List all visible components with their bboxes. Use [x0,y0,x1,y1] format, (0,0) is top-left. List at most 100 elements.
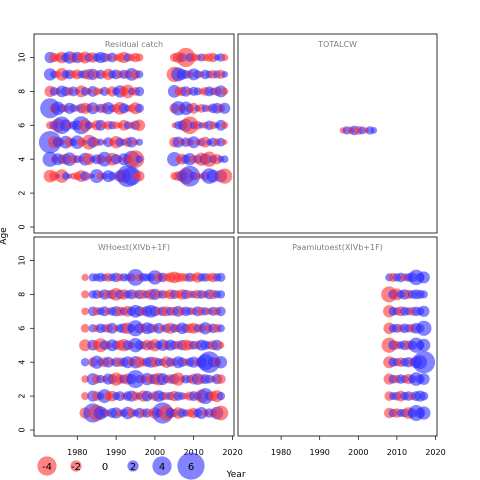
legend-item: -2 [70,460,82,473]
residual-bubble [61,172,70,180]
residual-bubble [194,172,201,180]
residual-bubble [97,138,105,146]
legend-label: 6 [188,462,194,473]
y-tick-label: 0 [18,427,27,432]
residual-bubble [80,358,90,367]
residual-bubble [412,351,436,374]
x-tick-label: 1990 [106,448,126,457]
residual-bubble [81,375,89,383]
y-axis-label: Age [0,227,9,245]
y-tick-label: 6 [18,326,27,331]
residual-bubble [221,121,229,129]
residual-bubble [135,155,144,163]
residual-bubble [81,392,90,401]
legend-bubble [37,456,57,476]
residual-bubble [221,139,228,145]
y-tick-label: 10 [18,255,27,265]
x-tick-label: 2010 [387,448,407,457]
legend-label: -2 [71,462,81,473]
residual-bubble [216,272,226,282]
y-tick-label: 4 [18,157,27,162]
x-tick-label: 2000 [348,448,368,457]
residual-bubble [135,70,144,79]
panel-title: Residual catch [105,40,163,49]
residual-bubble [219,102,231,114]
residual-bubble [135,53,144,62]
y-tick-label: 8 [18,89,27,94]
panel-1: Residual catch [33,33,235,234]
residual-bubble [181,116,199,135]
panel-frame [33,33,235,234]
residual-bubble [221,53,229,62]
x-axis-label: Year [225,470,245,480]
residual-bubble [79,339,92,352]
residual-bubble [221,71,229,78]
residual-bubble [418,305,430,317]
legend-bubble [127,460,139,472]
x-tick-label: 2020 [222,448,242,457]
residual-bubble [134,86,145,97]
residual-bubble [216,391,226,401]
legend-label: 2 [130,462,136,473]
legend-item: 2 [127,460,139,473]
residual-bubble [213,405,229,421]
legend-bubble [177,452,205,480]
y-tick-label: 2 [18,394,27,399]
residual-bubble [133,119,146,132]
residual-bubble [134,103,144,113]
y-tick-label: 6 [18,123,27,128]
residual-bubble [417,338,431,352]
residual-bubble [216,374,226,384]
residual-bubble [417,271,430,284]
y-tick-label: 0 [18,224,27,229]
residual-bubble [419,290,428,299]
residual-bubble [81,307,89,316]
residual-bubble [221,87,229,95]
x-tick-label: 2000 [145,448,165,457]
residual-bubble [370,126,378,134]
residual-bubble [216,324,225,333]
residual-bubble [134,170,145,182]
y-tick-label: 4 [18,360,27,365]
axes: 0 2 4 6 8 10 1980 1990 2000 2010 2020 0 2 4 6 8 10 1980 19… [18,52,446,457]
x-tick-label: 2020 [425,448,445,457]
panel-3: WHoest(XIVb+1F) [33,236,235,437]
residual-bubble [167,152,182,167]
residual-bubble [81,290,90,299]
legend-label: -4 [42,462,52,473]
residual-bubble [217,168,233,184]
panel-2: TOTALCW [237,33,438,234]
residual-bubble [127,269,144,286]
x-tick-label: 1980 [271,448,291,457]
legend-label: 0 [102,462,108,473]
x-tick-label: 1980 [67,448,87,457]
residual-bubble [416,320,432,336]
residual-bubble [418,373,430,385]
residual-bubble [80,323,90,333]
residual-bubble [216,290,226,299]
residual-bubble [187,136,200,149]
panel-title: Paamiutoest(XIVb+1F) [292,243,383,252]
legend-bubble [152,456,172,476]
panel-4: Paamiutoest(XIVb+1F) [237,236,438,437]
y-tick-label: 2 [18,191,27,196]
y-tick-label: 10 [18,52,27,62]
panel-frame [237,236,438,437]
x-tick-label: 1990 [310,448,330,457]
residual-bubble [220,155,229,163]
y-tick-label: 8 [18,292,27,297]
legend-item: -4 [37,456,57,476]
legend-label: 4 [159,462,165,473]
residual-bubble [81,273,89,281]
panel-title: WHoest(XIVb+1F) [98,243,170,252]
size-legend: -4 -2 0 2 4 6 [37,452,205,480]
legend-bubble [70,460,82,472]
residual-bubble [135,138,143,146]
residual-bubble [419,391,429,401]
x-tick-label: 2010 [184,448,204,457]
residual-bubble [126,150,145,168]
panel-title: TOTALCW [317,40,357,49]
panel-frame [237,33,438,234]
residual-bubble [214,356,228,369]
